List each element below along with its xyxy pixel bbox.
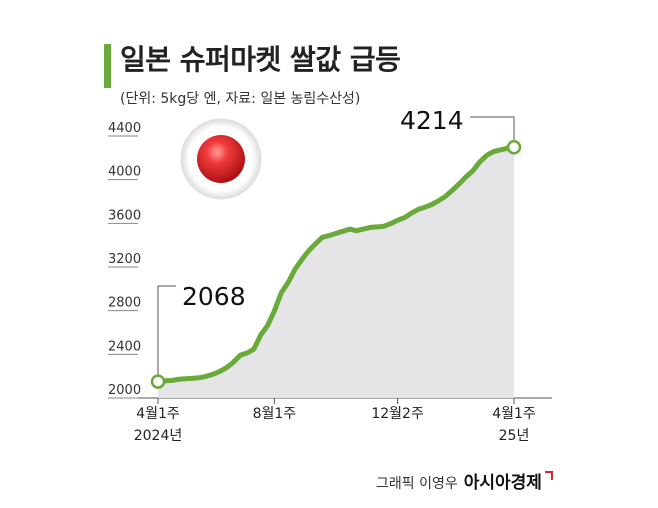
y-tick-label: 2000 <box>108 383 141 398</box>
y-tick: 4000 <box>108 165 141 181</box>
x-tick-label: 8월1주 <box>253 406 297 422</box>
start-point-marker <box>150 374 166 389</box>
y-tick-label: 4000 <box>108 165 141 180</box>
chart-subtitle: (단위: 5kg당 엔, 자료: 일본 농림수산성) <box>120 91 361 107</box>
x-tick-label: 2024년 <box>134 428 183 444</box>
y-tick-label: 4400 <box>108 121 141 136</box>
x-tick-label: 4월1주 <box>492 406 536 422</box>
publisher-logo-mark <box>544 471 553 480</box>
x-tick-label: 12월2주 <box>371 406 424 422</box>
x-tick-label: 4월1주 <box>136 406 180 422</box>
x-tick: 12월2주 <box>371 398 424 422</box>
end-point-marker <box>506 140 522 155</box>
x-tick: 4월1주 2024년 <box>134 398 183 444</box>
y-tick: 3600 <box>108 208 141 224</box>
x-tick: 8월1주 <box>253 398 297 422</box>
y-tick-label: 2400 <box>108 339 141 354</box>
y-tick: 2000 <box>108 383 141 399</box>
y-tick-label: 3600 <box>108 208 141 223</box>
publisher-logo: 아시아경제 <box>463 473 542 493</box>
series-line <box>155 144 517 385</box>
title-accent-bar <box>104 44 111 88</box>
graphic-credit: 그래픽 이영우 아시아경제 <box>376 468 553 493</box>
x-tick-label: 25년 <box>499 428 530 444</box>
y-tick: 4400 <box>108 121 141 137</box>
y-tick-label: 3200 <box>108 252 141 267</box>
japan-flag-icon <box>180 118 262 200</box>
x-tick: 4월1주 25년 <box>492 398 536 444</box>
start-value-label: 2068 <box>182 282 246 311</box>
y-tick: 3200 <box>108 252 141 268</box>
y-tick: 2400 <box>108 339 141 355</box>
chart-title: 일본 슈퍼마켓 쌀값 급등 <box>120 43 401 76</box>
start-leader-line <box>157 285 176 382</box>
y-tick-label: 2800 <box>108 296 141 311</box>
end-leader-line <box>470 116 515 148</box>
designer-credit: 그래픽 이영우 <box>376 476 458 492</box>
series-area <box>158 147 514 398</box>
y-tick: 2800 <box>108 296 141 312</box>
end-value-label: 4214 <box>400 106 464 135</box>
